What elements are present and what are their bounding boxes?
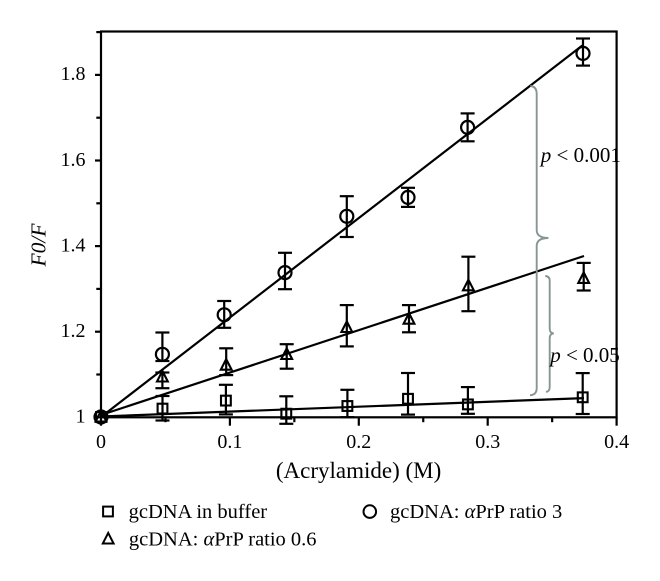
svg-text:1.6: 1.6 xyxy=(61,149,86,171)
svg-text:1: 1 xyxy=(76,406,86,428)
svg-text:0.3: 0.3 xyxy=(475,431,500,453)
svg-text:gcDNA: αPrP ratio 3: gcDNA: αPrP ratio 3 xyxy=(390,501,562,523)
svg-text:1.2: 1.2 xyxy=(61,320,86,342)
svg-text:(Acrylamide) (M): (Acrylamide) (M) xyxy=(276,458,441,483)
svg-text:F0/F: F0/F xyxy=(27,223,51,268)
svg-text:1.8: 1.8 xyxy=(61,63,86,85)
svg-text:p < 0.001: p < 0.001 xyxy=(539,143,621,167)
svg-text:gcDNA in buffer: gcDNA in buffer xyxy=(129,501,268,523)
svg-text:0: 0 xyxy=(96,431,106,453)
svg-text:0.2: 0.2 xyxy=(346,431,371,453)
svg-text:gcDNA: αPrP ratio 0.6: gcDNA: αPrP ratio 0.6 xyxy=(129,529,317,551)
svg-text:0.1: 0.1 xyxy=(217,431,242,453)
svg-text:1.4: 1.4 xyxy=(61,234,86,256)
svg-text:0.4: 0.4 xyxy=(604,431,629,453)
svg-text:p < 0.05: p < 0.05 xyxy=(548,343,620,367)
